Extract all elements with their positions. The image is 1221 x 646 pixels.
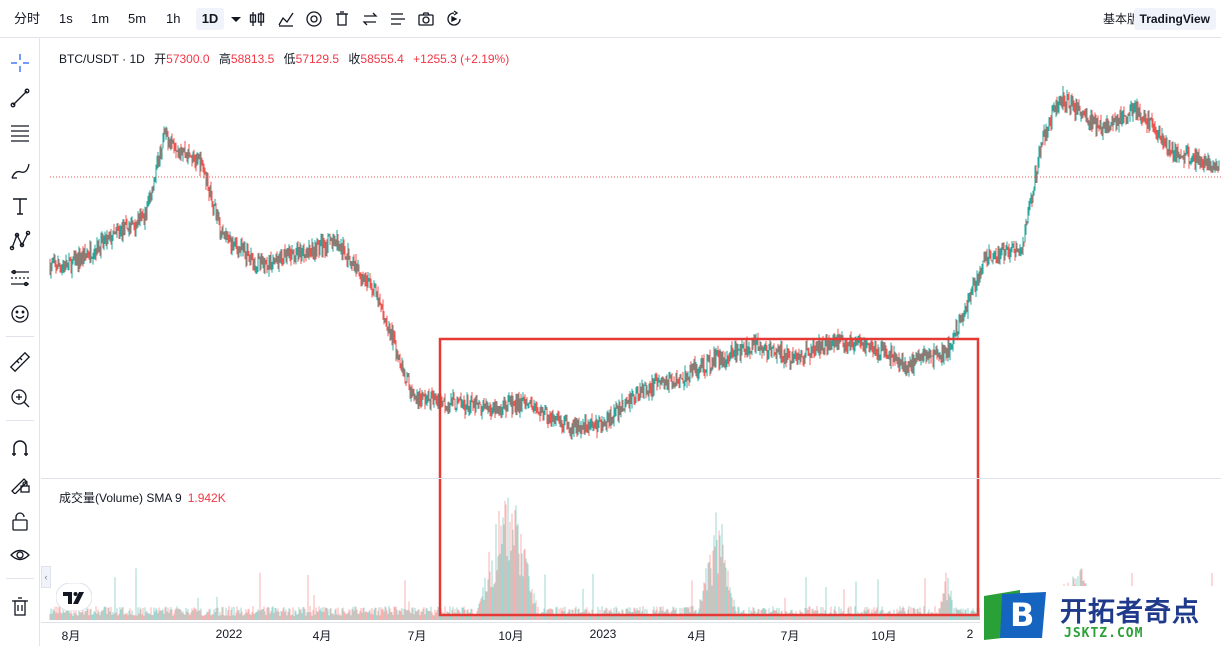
high-label: 高 xyxy=(218,52,231,66)
pattern-icon[interactable] xyxy=(9,230,31,252)
x-tick-label: 4月 xyxy=(687,629,707,643)
interval-tick[interactable]: 分时 xyxy=(14,11,41,26)
watermark-title: 开拓者奇点 xyxy=(1060,597,1200,628)
x-tick-label: 4月 xyxy=(312,629,332,643)
basic-version-button[interactable]: 基本版 xyxy=(1102,12,1139,26)
volume-indicator-name[interactable]: 成交量(Volume) SMA 9 xyxy=(59,491,182,505)
eye-icon[interactable] xyxy=(9,544,31,566)
candles-icon[interactable] xyxy=(248,10,266,28)
drawing-toolbar xyxy=(0,38,40,646)
x-tick-label: 10月 xyxy=(498,629,524,643)
camera-icon[interactable] xyxy=(417,10,435,28)
interval-1s[interactable]: 1s xyxy=(59,11,73,26)
indicators-icon[interactable] xyxy=(277,10,295,28)
x-tick-label: 2 xyxy=(966,627,974,641)
x-tick-label: 2023 xyxy=(589,627,617,641)
crosshair-icon[interactable] xyxy=(9,52,31,74)
close-value: 58555.4 xyxy=(360,52,404,66)
low-value: 57129.5 xyxy=(295,52,340,66)
jsktz-logo-icon: B xyxy=(984,590,1046,640)
x-tick-label: 7月 xyxy=(780,629,800,643)
watermark-subtitle: JSKTZ.COM xyxy=(1064,626,1144,641)
change-value: +1255.3 (+2.19%) xyxy=(413,52,510,66)
chevron-down-icon[interactable] xyxy=(227,10,245,28)
fib-icon[interactable] xyxy=(9,122,31,144)
ruler-icon[interactable] xyxy=(9,351,31,373)
tradingview-logo-icon[interactable] xyxy=(56,583,92,611)
emoji-icon[interactable] xyxy=(9,303,31,325)
text-icon[interactable] xyxy=(9,195,31,217)
lines-icon[interactable] xyxy=(389,10,407,28)
unlock-icon[interactable] xyxy=(9,510,31,532)
tradingview-button[interactable]: TradingView xyxy=(1133,8,1216,30)
candlestick-series xyxy=(49,85,1220,440)
forecast-icon[interactable] xyxy=(9,267,31,289)
delete-icon[interactable] xyxy=(9,596,31,618)
high-value: 58813.5 xyxy=(230,52,275,66)
close-label: 收 xyxy=(348,52,361,66)
interval-1d[interactable]: 1D xyxy=(196,8,224,30)
toolbar-divider xyxy=(6,420,34,421)
replay-icon[interactable] xyxy=(445,10,463,28)
brush-icon[interactable] xyxy=(9,160,31,182)
collapse-toolbar-button[interactable]: ‹ xyxy=(41,566,51,588)
trash-icon[interactable] xyxy=(333,10,351,28)
site-watermark: B 开拓者奇点 JSKTZ.COM xyxy=(980,586,1221,646)
open-value: 57300.0 xyxy=(166,52,210,66)
svg-text:B: B xyxy=(1010,596,1034,634)
compare-icon[interactable] xyxy=(361,10,379,28)
x-tick-label: 8月 xyxy=(61,629,81,643)
interval-1m[interactable]: 1m xyxy=(91,11,110,26)
low-label: 低 xyxy=(283,52,296,66)
top-toolbar: 分时 1s 1m 5m 1h 1D 基本版 TradingView xyxy=(0,0,1221,38)
lock-draw-icon[interactable] xyxy=(9,472,31,494)
volume-value: 1.942K xyxy=(187,491,226,505)
magnet-icon[interactable] xyxy=(9,437,31,459)
highlight-box xyxy=(438,337,980,617)
x-tick-label: 2022 xyxy=(215,627,243,641)
toolbar-divider xyxy=(6,578,34,579)
price-legend: BTC/USDT · 1D 开57300.0 高58813.5 低57129.5… xyxy=(59,50,515,67)
symbol-label[interactable]: BTC/USDT · 1D xyxy=(59,52,145,66)
x-tick-label: 10月 xyxy=(871,629,897,643)
toolbar-divider xyxy=(6,336,34,337)
pane-separator[interactable] xyxy=(41,478,1221,479)
zoom-icon[interactable] xyxy=(9,387,31,409)
trendline-icon[interactable] xyxy=(9,87,31,109)
interval-1h[interactable]: 1h xyxy=(166,11,181,26)
open-label: 开 xyxy=(154,52,167,66)
x-tick-label: 7月 xyxy=(407,629,427,643)
volume-legend: 成交量(Volume) SMA 9 1.942K xyxy=(59,489,226,506)
time-axis[interactable]: 8月 2022 4月 7月 10月 2023 4月 7月 10月 2 xyxy=(41,622,1221,646)
interval-5m[interactable]: 5m xyxy=(128,11,147,26)
settings-icon[interactable] xyxy=(305,10,323,28)
